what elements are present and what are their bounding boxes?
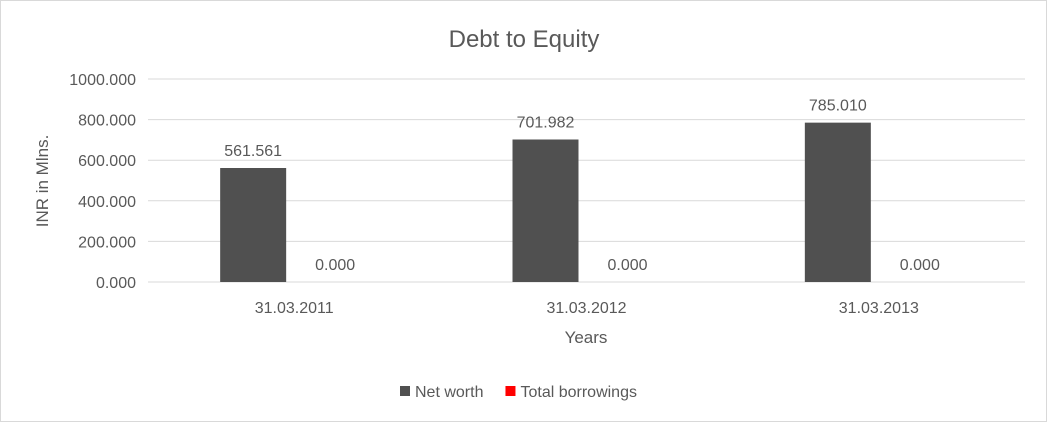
legend-entry: Net worth	[415, 384, 483, 401]
bar-net-worth	[220, 168, 287, 282]
legend-entry: Total borrowings	[520, 384, 637, 401]
legend-swatch	[400, 386, 410, 396]
x-tick-label: 31.03.2012	[546, 300, 626, 317]
x-axis-label: Years	[565, 328, 608, 347]
legend-swatch	[505, 386, 516, 396]
chart-title: Debt to Equity	[449, 26, 600, 53]
data-label: 0.000	[607, 257, 647, 274]
bar-net-worth	[804, 122, 871, 282]
y-tick-label: 1000.000	[69, 72, 136, 89]
data-label: 785.010	[809, 98, 867, 115]
y-tick-label: 600.000	[78, 153, 136, 170]
data-label: 0.000	[900, 257, 940, 274]
y-tick-label: 200.000	[78, 234, 136, 251]
bar-net-worth	[512, 139, 579, 282]
y-tick-label: 0.000	[96, 275, 136, 292]
y-tick-label: 800.000	[78, 113, 136, 130]
x-tick-label: 31.03.2011	[255, 300, 334, 317]
y-tick-label: 400.000	[78, 194, 136, 211]
data-label: 0.000	[315, 257, 355, 274]
data-label: 701.982	[517, 114, 575, 131]
x-tick-label: 31.03.2013	[839, 300, 919, 317]
data-label: 561.561	[224, 143, 282, 160]
y-axis-label: INR in Mlns.	[33, 135, 52, 228]
